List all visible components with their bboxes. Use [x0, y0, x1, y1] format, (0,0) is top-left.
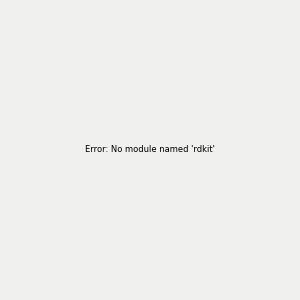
Text: Error: No module named 'rdkit': Error: No module named 'rdkit' — [85, 146, 215, 154]
